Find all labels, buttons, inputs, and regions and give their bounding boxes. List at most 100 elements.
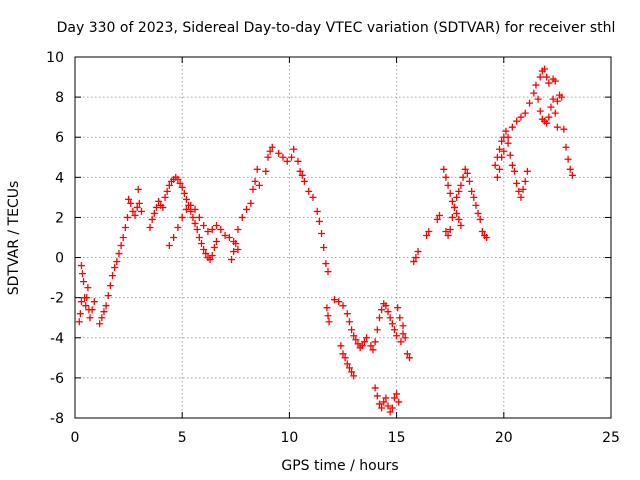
data-point <box>152 203 160 211</box>
data-point <box>450 203 458 211</box>
data-point <box>98 314 106 322</box>
data-point <box>500 147 508 155</box>
data-point <box>296 167 304 175</box>
data-point <box>564 155 572 163</box>
data-point <box>115 250 123 258</box>
data-point <box>354 340 362 348</box>
data-point <box>363 334 371 342</box>
data-point <box>180 189 188 197</box>
data-point <box>517 113 525 121</box>
data-point <box>255 181 263 189</box>
data-point <box>313 207 321 215</box>
data-point <box>568 171 576 179</box>
data-point <box>399 330 407 338</box>
data-point <box>341 354 349 362</box>
data-point <box>159 203 167 211</box>
data-point <box>435 211 443 219</box>
data-point <box>339 302 347 310</box>
data-point <box>448 197 456 205</box>
y-tick-label: 10 <box>46 50 64 66</box>
data-point <box>109 272 117 280</box>
x-tick-label: 15 <box>388 430 406 446</box>
data-point <box>161 193 169 201</box>
data-point <box>566 165 574 173</box>
data-point <box>134 185 142 193</box>
data-point <box>213 238 221 246</box>
data-point <box>150 209 158 217</box>
data-point <box>378 306 386 314</box>
data-point <box>498 137 506 145</box>
y-tick-label: -8 <box>50 411 64 427</box>
data-point <box>146 223 154 231</box>
data-point <box>549 95 557 103</box>
data-point <box>444 231 452 239</box>
y-tick-label: -4 <box>50 331 64 347</box>
data-point <box>470 193 478 201</box>
data-point <box>148 215 156 223</box>
data-point <box>345 364 353 372</box>
data-point <box>403 350 411 358</box>
data-point <box>560 125 568 133</box>
data-point <box>264 153 272 161</box>
data-point <box>210 244 218 252</box>
data-point <box>396 314 404 322</box>
data-point <box>457 221 465 229</box>
data-point <box>547 103 555 111</box>
data-point <box>320 244 328 252</box>
data-point <box>221 231 229 239</box>
data-point <box>414 248 422 256</box>
data-point <box>358 342 366 350</box>
data-point <box>90 298 98 306</box>
data-point <box>532 81 540 89</box>
data-point <box>393 332 401 340</box>
data-point <box>371 384 379 392</box>
data-point <box>324 312 332 320</box>
data-point <box>378 404 386 412</box>
data-point <box>187 207 195 215</box>
data-point <box>412 254 420 262</box>
data-point <box>119 234 127 241</box>
chart-title: Day 330 of 2023, Sidereal Day-to-day VTE… <box>57 20 616 36</box>
data-point <box>77 298 85 306</box>
data-point <box>305 187 313 195</box>
data-point <box>262 167 270 175</box>
data-point <box>506 151 514 159</box>
data-point <box>453 209 461 217</box>
data-point <box>343 360 351 368</box>
data-point <box>204 227 212 235</box>
data-point <box>206 256 214 264</box>
data-point <box>472 201 480 209</box>
data-point <box>189 213 197 221</box>
data-point <box>100 308 108 316</box>
data-point <box>545 79 553 87</box>
data-point <box>111 264 119 272</box>
data-point <box>371 338 379 346</box>
data-point <box>526 99 534 107</box>
data-point <box>461 165 469 173</box>
data-point <box>176 179 184 187</box>
data-point <box>225 234 233 241</box>
data-point <box>345 318 353 326</box>
data-point <box>243 205 251 213</box>
data-point <box>238 213 246 221</box>
data-point <box>80 278 88 286</box>
data-point <box>496 145 504 153</box>
x-tick-label: 20 <box>495 430 513 446</box>
data-point <box>465 177 473 185</box>
y-tick-label: 8 <box>55 90 64 106</box>
data-points <box>75 65 576 416</box>
data-point <box>208 252 216 260</box>
data-point <box>191 219 199 227</box>
plot-frame <box>74 56 612 419</box>
data-point <box>343 310 351 318</box>
y-axis-label: SDTVAR / TECUs <box>6 181 22 296</box>
data-point <box>386 408 394 416</box>
data-point <box>208 225 216 233</box>
data-point <box>459 173 467 181</box>
y-tick-label: -2 <box>50 291 64 307</box>
data-point <box>127 199 135 207</box>
data-point <box>562 143 570 151</box>
data-point <box>283 157 291 165</box>
data-point <box>468 187 476 195</box>
data-point <box>83 294 91 302</box>
